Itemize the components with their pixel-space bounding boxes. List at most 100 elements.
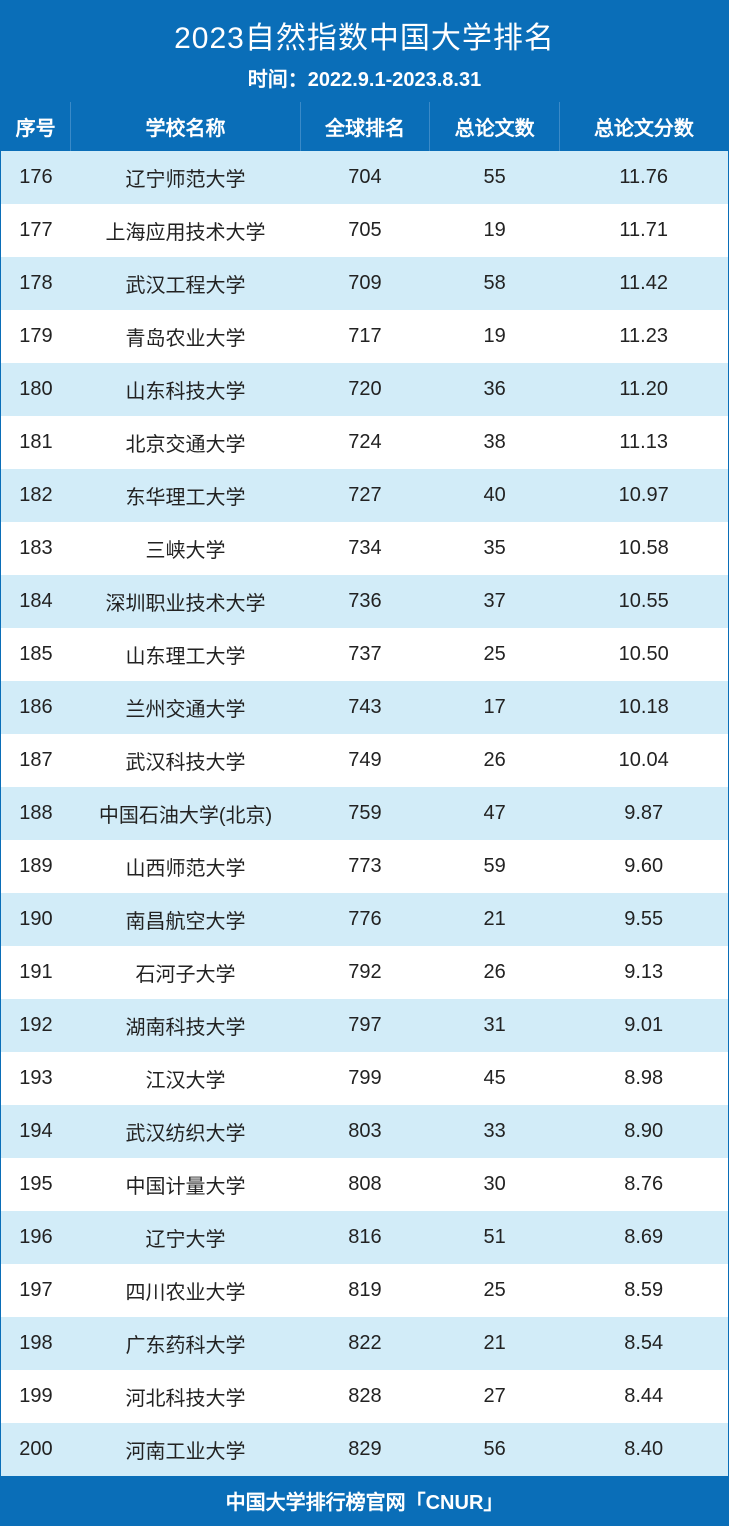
- cell-seq: 181: [1, 416, 71, 469]
- table-row: 189山西师范大学773599.60: [1, 840, 728, 893]
- cell-score: 8.76: [559, 1158, 728, 1211]
- cell-name: 辽宁师范大学: [71, 151, 300, 204]
- col-header-name: 学校名称: [71, 102, 300, 151]
- cell-papers: 45: [430, 1052, 560, 1105]
- table-row: 188中国石油大学(北京)759479.87: [1, 787, 728, 840]
- cell-name: 广东药科大学: [71, 1317, 300, 1370]
- cell-seq: 190: [1, 893, 71, 946]
- cell-papers: 51: [430, 1211, 560, 1264]
- cell-global: 705: [300, 204, 430, 257]
- cell-seq: 194: [1, 1105, 71, 1158]
- cell-name: 东华理工大学: [71, 469, 300, 522]
- cell-papers: 25: [430, 1264, 560, 1317]
- table-row: 181北京交通大学7243811.13: [1, 416, 728, 469]
- table-row: 176辽宁师范大学7045511.76: [1, 151, 728, 204]
- cell-global: 822: [300, 1317, 430, 1370]
- cell-seq: 176: [1, 151, 71, 204]
- cell-score: 11.76: [559, 151, 728, 204]
- cell-seq: 186: [1, 681, 71, 734]
- table-row: 195中国计量大学808308.76: [1, 1158, 728, 1211]
- cell-global: 737: [300, 628, 430, 681]
- page-title: 2023自然指数中国大学排名: [1, 13, 728, 57]
- cell-global: 797: [300, 999, 430, 1052]
- cell-global: 743: [300, 681, 430, 734]
- cell-score: 8.69: [559, 1211, 728, 1264]
- cell-papers: 26: [430, 946, 560, 999]
- ranking-table-container: 2023自然指数中国大学排名 时间：2022.9.1-2023.8.31 序号 …: [0, 0, 729, 1526]
- cell-seq: 182: [1, 469, 71, 522]
- cell-global: 736: [300, 575, 430, 628]
- cell-score: 10.97: [559, 469, 728, 522]
- cell-papers: 21: [430, 1317, 560, 1370]
- cell-seq: 198: [1, 1317, 71, 1370]
- cell-name: 山东科技大学: [71, 363, 300, 416]
- cell-name: 中国石油大学(北京): [71, 787, 300, 840]
- table-row: 183三峡大学7343510.58: [1, 522, 728, 575]
- cell-score: 10.50: [559, 628, 728, 681]
- col-header-global: 全球排名: [300, 102, 430, 151]
- cell-name: 北京交通大学: [71, 416, 300, 469]
- cell-seq: 184: [1, 575, 71, 628]
- cell-papers: 19: [430, 310, 560, 363]
- cell-name: 兰州交通大学: [71, 681, 300, 734]
- cell-global: 829: [300, 1423, 430, 1476]
- cell-seq: 187: [1, 734, 71, 787]
- table-row: 192湖南科技大学797319.01: [1, 999, 728, 1052]
- table-row: 185山东理工大学7372510.50: [1, 628, 728, 681]
- cell-seq: 180: [1, 363, 71, 416]
- table-row: 199河北科技大学828278.44: [1, 1370, 728, 1423]
- cell-seq: 179: [1, 310, 71, 363]
- cell-papers: 33: [430, 1105, 560, 1158]
- cell-papers: 19: [430, 204, 560, 257]
- table-row: 182东华理工大学7274010.97: [1, 469, 728, 522]
- table-footer: 中国大学排行榜官网「CNUR」: [1, 1476, 728, 1525]
- cell-global: 799: [300, 1052, 430, 1105]
- table-row: 193江汉大学799458.98: [1, 1052, 728, 1105]
- page-subtitle: 时间：2022.9.1-2023.8.31: [1, 63, 728, 92]
- cell-seq: 199: [1, 1370, 71, 1423]
- cell-papers: 36: [430, 363, 560, 416]
- cell-papers: 31: [430, 999, 560, 1052]
- cell-papers: 17: [430, 681, 560, 734]
- cell-name: 武汉科技大学: [71, 734, 300, 787]
- cell-global: 819: [300, 1264, 430, 1317]
- table-row: 196辽宁大学816518.69: [1, 1211, 728, 1264]
- cell-global: 724: [300, 416, 430, 469]
- table-row: 178武汉工程大学7095811.42: [1, 257, 728, 310]
- cell-papers: 38: [430, 416, 560, 469]
- cell-name: 江汉大学: [71, 1052, 300, 1105]
- cell-score: 9.13: [559, 946, 728, 999]
- cell-score: 10.04: [559, 734, 728, 787]
- cell-score: 8.40: [559, 1423, 728, 1476]
- cell-seq: 195: [1, 1158, 71, 1211]
- cell-seq: 183: [1, 522, 71, 575]
- cell-papers: 35: [430, 522, 560, 575]
- cell-name: 青岛农业大学: [71, 310, 300, 363]
- table-row: 197四川农业大学819258.59: [1, 1264, 728, 1317]
- col-header-score: 总论文分数: [559, 102, 728, 151]
- cell-seq: 192: [1, 999, 71, 1052]
- cell-name: 石河子大学: [71, 946, 300, 999]
- cell-papers: 37: [430, 575, 560, 628]
- cell-papers: 26: [430, 734, 560, 787]
- cell-name: 河北科技大学: [71, 1370, 300, 1423]
- cell-name: 山东理工大学: [71, 628, 300, 681]
- cell-score: 9.01: [559, 999, 728, 1052]
- table-row: 187武汉科技大学7492610.04: [1, 734, 728, 787]
- cell-global: 828: [300, 1370, 430, 1423]
- table-row: 179青岛农业大学7171911.23: [1, 310, 728, 363]
- table-row: 184深圳职业技术大学7363710.55: [1, 575, 728, 628]
- cell-global: 759: [300, 787, 430, 840]
- cell-score: 11.23: [559, 310, 728, 363]
- cell-score: 9.55: [559, 893, 728, 946]
- cell-global: 776: [300, 893, 430, 946]
- cell-name: 湖南科技大学: [71, 999, 300, 1052]
- cell-name: 上海应用技术大学: [71, 204, 300, 257]
- table-row: 186兰州交通大学7431710.18: [1, 681, 728, 734]
- table-body: 176辽宁师范大学7045511.76177上海应用技术大学7051911.71…: [1, 151, 728, 1476]
- table-header-row: 序号 学校名称 全球排名 总论文数 总论文分数: [1, 102, 728, 151]
- cell-papers: 58: [430, 257, 560, 310]
- cell-name: 山西师范大学: [71, 840, 300, 893]
- cell-papers: 47: [430, 787, 560, 840]
- cell-name: 四川农业大学: [71, 1264, 300, 1317]
